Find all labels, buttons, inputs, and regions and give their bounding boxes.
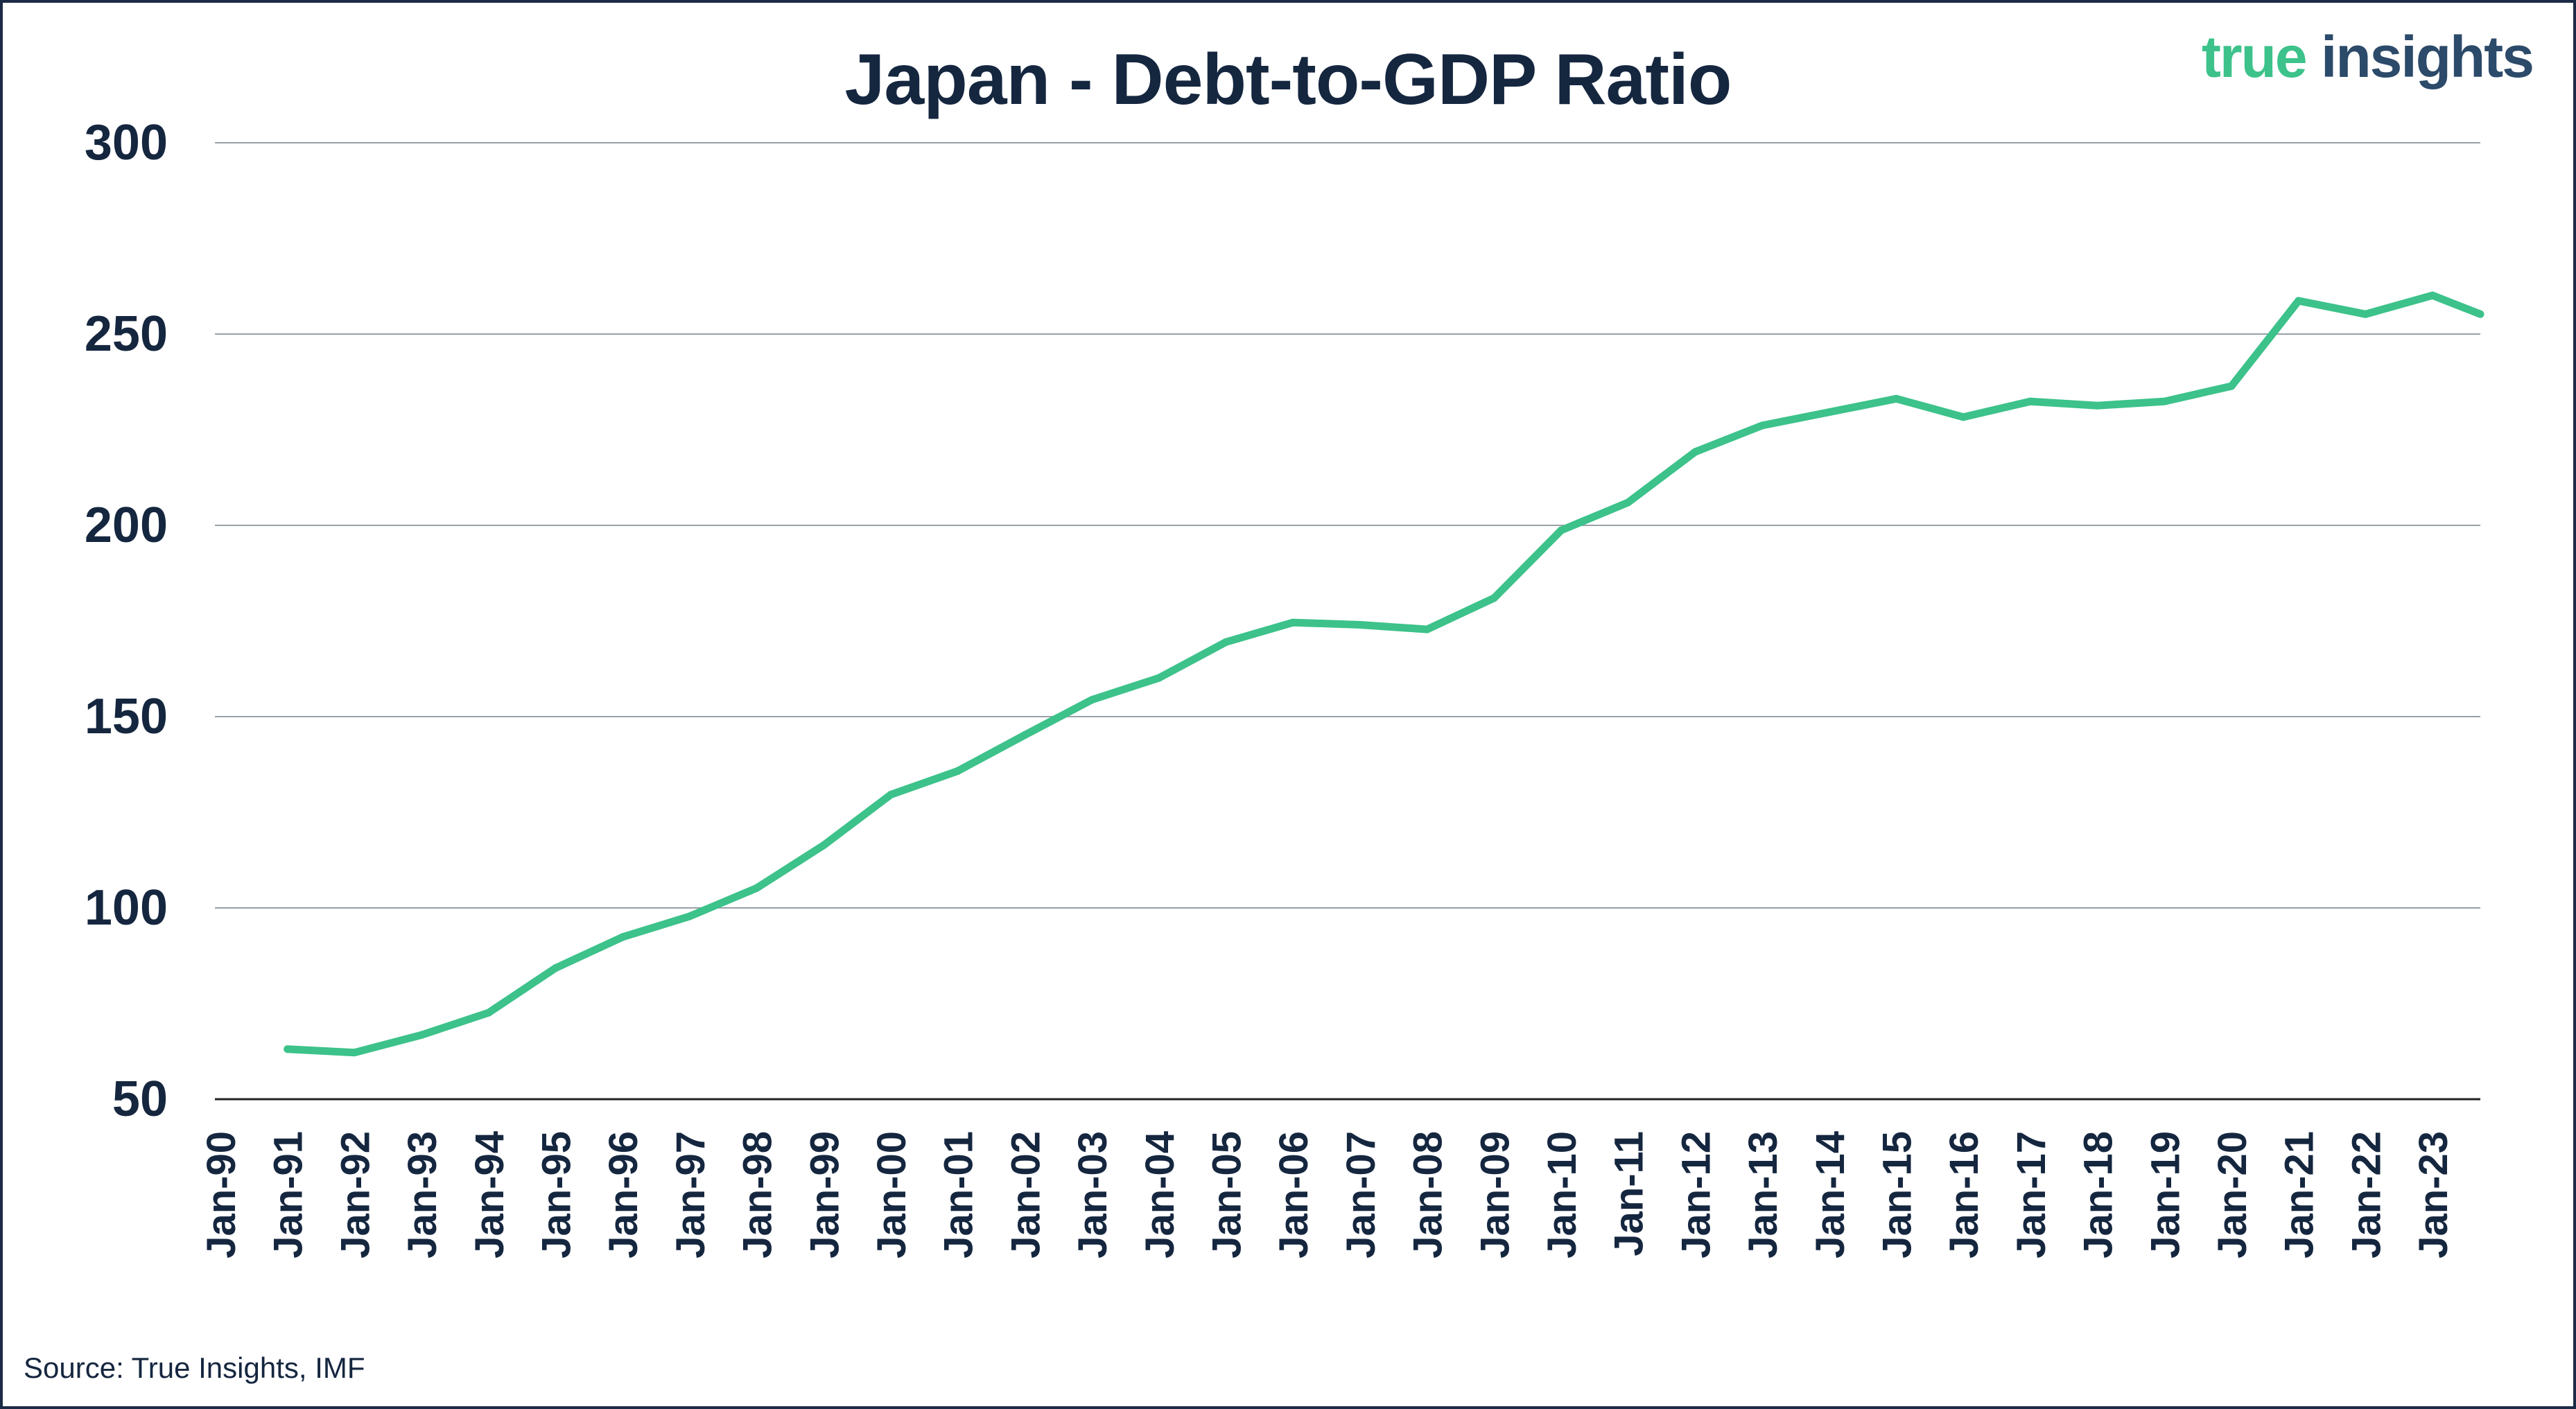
data-point-Jan-91 — [284, 1045, 292, 1053]
x-tick-label-Jan-15: Jan-15 — [1875, 1131, 1920, 1259]
x-tick-label-Jan-07: Jan-07 — [1339, 1131, 1384, 1259]
data-point-Jan-95 — [552, 964, 559, 972]
data-point-Jan-13 — [1758, 421, 1766, 430]
data-point-Jan-16 — [1959, 413, 1967, 421]
x-tick-label-Jan-08: Jan-08 — [1406, 1131, 1451, 1259]
x-tick-label-Jan-95: Jan-95 — [534, 1131, 580, 1259]
line-chart: 50 100 150 200 250 300 Jan-90 Jan-91 Jan-92 Jan-9… — [85, 115, 2484, 1259]
x-tick-label-Jan-99: Jan-99 — [802, 1131, 847, 1259]
data-point-Jan-06 — [1289, 618, 1297, 627]
data-point-Jan-07 — [1356, 621, 1364, 629]
x-tick-label-Jan-10: Jan-10 — [1540, 1131, 1585, 1259]
x-tick-label-Jan-02: Jan-02 — [1003, 1131, 1048, 1259]
data-point-Jan-04 — [1155, 674, 1163, 682]
x-tick-label-Jan-09: Jan-09 — [1472, 1131, 1517, 1259]
x-tick-label-Jan-16: Jan-16 — [1942, 1131, 1987, 1259]
data-point-Jan-23 — [2428, 291, 2437, 299]
data-point-Jan-19 — [2160, 397, 2168, 405]
data-point-Jan-10 — [1557, 526, 1565, 534]
x-tick-label-Jan-21: Jan-21 — [2277, 1131, 2322, 1259]
data-point-Jan-94 — [485, 1008, 493, 1017]
x-tick-label-Jan-05: Jan-05 — [1205, 1131, 1250, 1259]
x-tick-label-Jan-14: Jan-14 — [1808, 1131, 1853, 1259]
data-point-Jan-01 — [954, 767, 962, 775]
x-tick-label-Jan-23: Jan-23 — [2411, 1131, 2456, 1259]
data-point-Jan-17 — [2026, 397, 2035, 405]
true-insights-logo: true insights — [2201, 24, 2534, 91]
x-tick-label-Jan-98: Jan-98 — [736, 1131, 781, 1259]
x-tick-label-Jan-13: Jan-13 — [1741, 1131, 1786, 1259]
source-note: Source: True Insights, IMF — [24, 1351, 365, 1384]
data-point-Jan-21 — [2295, 297, 2303, 305]
x-tick-label-Jan-91: Jan-91 — [266, 1131, 311, 1259]
series-line-0 — [287, 291, 2482, 1057]
logo-word-insights: insights — [2320, 24, 2534, 89]
x-tick-label-Jan-22: Jan-22 — [2344, 1131, 2389, 1259]
data-point-Jan-03 — [1088, 696, 1096, 704]
data-point-Jan-97 — [686, 912, 694, 920]
x-tick-label-Jan-96: Jan-96 — [601, 1131, 646, 1259]
data-point-Jan-99 — [819, 841, 828, 849]
data-point-Jan-02 — [1020, 730, 1029, 739]
x-tick-label-Jan-97: Jan-97 — [668, 1131, 713, 1259]
x-tick-label-Jan-93: Jan-93 — [400, 1131, 445, 1259]
x-tick-label-Jan-12: Jan-12 — [1673, 1131, 1718, 1259]
data-point-Jan-08 — [1423, 625, 1431, 633]
x-tick-label-Jan-90: Jan-90 — [199, 1131, 244, 1259]
data-point-Jan-14 — [1825, 408, 1834, 417]
y-tick-label-100: 100 — [85, 880, 168, 936]
x-tick-label-Jan-06: Jan-06 — [1271, 1131, 1316, 1259]
data-point-Jan-12 — [1691, 448, 1699, 456]
data-point-Jan-92 — [350, 1049, 358, 1057]
data-point-Jan-20 — [2227, 382, 2236, 390]
x-tick-label-Jan-01: Jan-01 — [937, 1131, 982, 1259]
data-point-Jan-05 — [1222, 638, 1230, 646]
x-tick-label-Jan-18: Jan-18 — [2076, 1131, 2121, 1259]
y-tick-label-50: 50 — [112, 1071, 168, 1127]
x-tick-label-Jan-20: Jan-20 — [2210, 1131, 2255, 1259]
data-point-Jan-98 — [753, 884, 761, 892]
y-tick-label-200: 200 — [85, 498, 168, 553]
data-point-Jan-18 — [2094, 401, 2102, 410]
data-point-Jan-11 — [1624, 498, 1633, 507]
x-tick-label-Jan-17: Jan-17 — [2009, 1131, 2054, 1259]
data-point-Jan-09 — [1490, 594, 1498, 602]
x-tick-label-Jan-00: Jan-00 — [869, 1131, 914, 1259]
data-point-Jan-24 — [2476, 310, 2484, 318]
y-tick-label-150: 150 — [85, 689, 168, 744]
data-point-Jan-15 — [1892, 394, 1900, 403]
x-tick-label-Jan-94: Jan-94 — [467, 1131, 512, 1259]
data-point-Jan-96 — [618, 933, 627, 941]
y-tick-label-300: 300 — [85, 115, 168, 170]
x-tick-label-Jan-11: Jan-11 — [1607, 1131, 1652, 1257]
data-point-Jan-00 — [887, 791, 895, 799]
data-point-Jan-22 — [2361, 310, 2369, 318]
x-tick-label-Jan-03: Jan-03 — [1070, 1131, 1115, 1259]
x-tick-label-Jan-04: Jan-04 — [1138, 1131, 1183, 1259]
x-tick-label-Jan-19: Jan-19 — [2143, 1131, 2188, 1259]
x-tick-label-Jan-92: Jan-92 — [333, 1131, 378, 1259]
data-point-Jan-93 — [417, 1031, 426, 1039]
logo-word-true: true — [2201, 24, 2308, 89]
y-tick-label-250: 250 — [85, 306, 168, 362]
chart-title: Japan - Debt-to-GDP Ratio — [844, 40, 1732, 120]
